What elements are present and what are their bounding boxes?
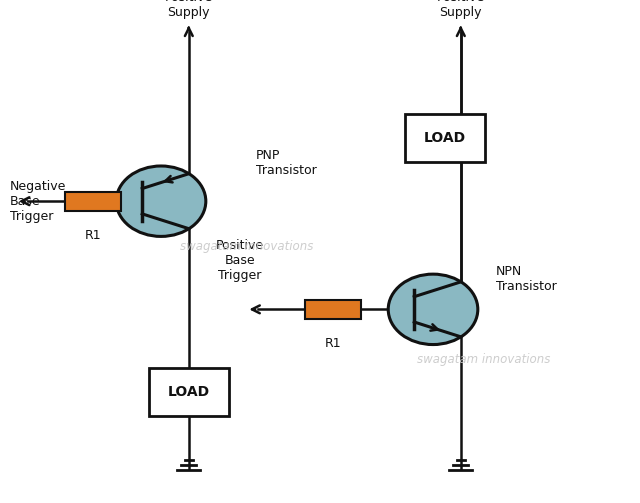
Text: Positive
Supply: Positive Supply xyxy=(436,0,485,19)
Bar xyxy=(148,368,229,416)
Circle shape xyxy=(388,274,478,345)
Bar xyxy=(305,300,361,319)
Text: swagatam innovations: swagatam innovations xyxy=(180,240,313,253)
Text: Positive
Supply: Positive Supply xyxy=(164,0,213,19)
Text: LOAD: LOAD xyxy=(424,131,466,145)
Text: R1: R1 xyxy=(84,229,101,242)
Text: swagatam innovations: swagatam innovations xyxy=(417,353,550,366)
Bar xyxy=(65,192,121,211)
Circle shape xyxy=(116,166,206,236)
Text: PNP
Transistor: PNP Transistor xyxy=(256,149,317,178)
Text: R1: R1 xyxy=(324,337,341,350)
Text: Negative
Base
Trigger: Negative Base Trigger xyxy=(10,180,66,223)
Bar xyxy=(404,115,485,162)
Text: Positive
Base
Trigger: Positive Base Trigger xyxy=(216,239,264,282)
Text: LOAD: LOAD xyxy=(168,385,210,399)
Text: NPN
Transistor: NPN Transistor xyxy=(496,265,557,293)
